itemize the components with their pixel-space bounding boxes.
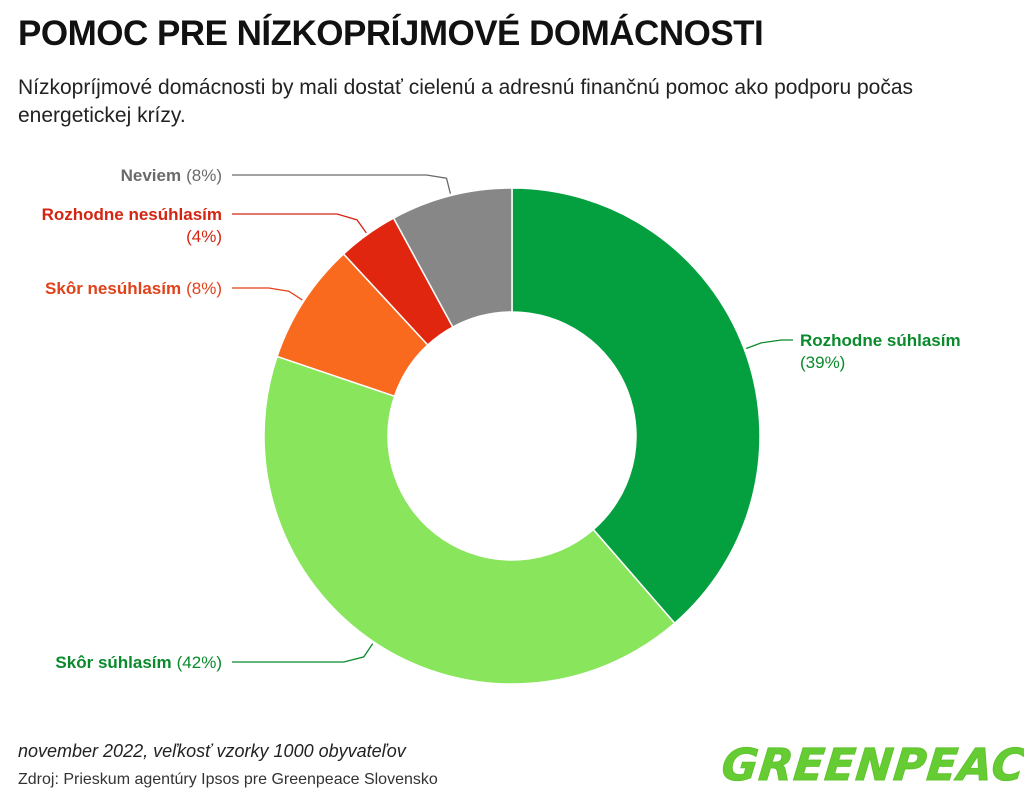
slice-label-percent: (39%) (800, 353, 845, 372)
slice-neviem (392, 187, 513, 329)
slice-label: Skôr súhlasím (42%) (55, 653, 222, 672)
slice-label-name: Skôr nesúhlasím (45, 279, 181, 298)
slice-label-name: Neviem (121, 166, 181, 185)
slice-label: Rozhodne súhlasím (39%) (800, 331, 961, 372)
leader-line (232, 174, 452, 194)
slice-label: Neviem (8%) (121, 166, 222, 185)
greenpeace-logo: GREENPEACE (719, 740, 1024, 792)
slice-rozhodne-s-hlas-m (511, 187, 761, 625)
slice-label-percent: (8%) (186, 279, 222, 298)
leader-line (232, 213, 367, 234)
chart-subtitle: Nízkopríjmové domácnosti by mali dostať … (18, 76, 914, 127)
slice-label: Skôr nesúhlasím (8%) (45, 279, 222, 298)
slice-sk-r-s-hlas-m (263, 355, 676, 685)
slice-label-name: Rozhodne nesúhlasím (42, 205, 222, 224)
leader-line (745, 339, 793, 350)
slice-label: Rozhodne nesúhlasím (4%) (42, 205, 222, 246)
slice-label-percent: (4%) (186, 227, 222, 246)
slice-label-percent: (8%) (186, 166, 222, 185)
leader-line (232, 643, 374, 663)
source-note: Zdroj: Prieskum agentúry Ipsos pre Green… (18, 771, 438, 788)
chart-title: POMOC PRE NÍZKOPRÍJMOVÉ DOMÁCNOSTI (18, 14, 764, 53)
sample-note: november 2022, veľkosť vzorky 1000 obyva… (18, 741, 406, 761)
slice-label-percent: (42%) (177, 653, 222, 672)
slice-label-name: Skôr súhlasím (55, 653, 171, 672)
slice-label-name: Rozhodne súhlasím (800, 331, 961, 350)
leader-line (232, 287, 303, 301)
